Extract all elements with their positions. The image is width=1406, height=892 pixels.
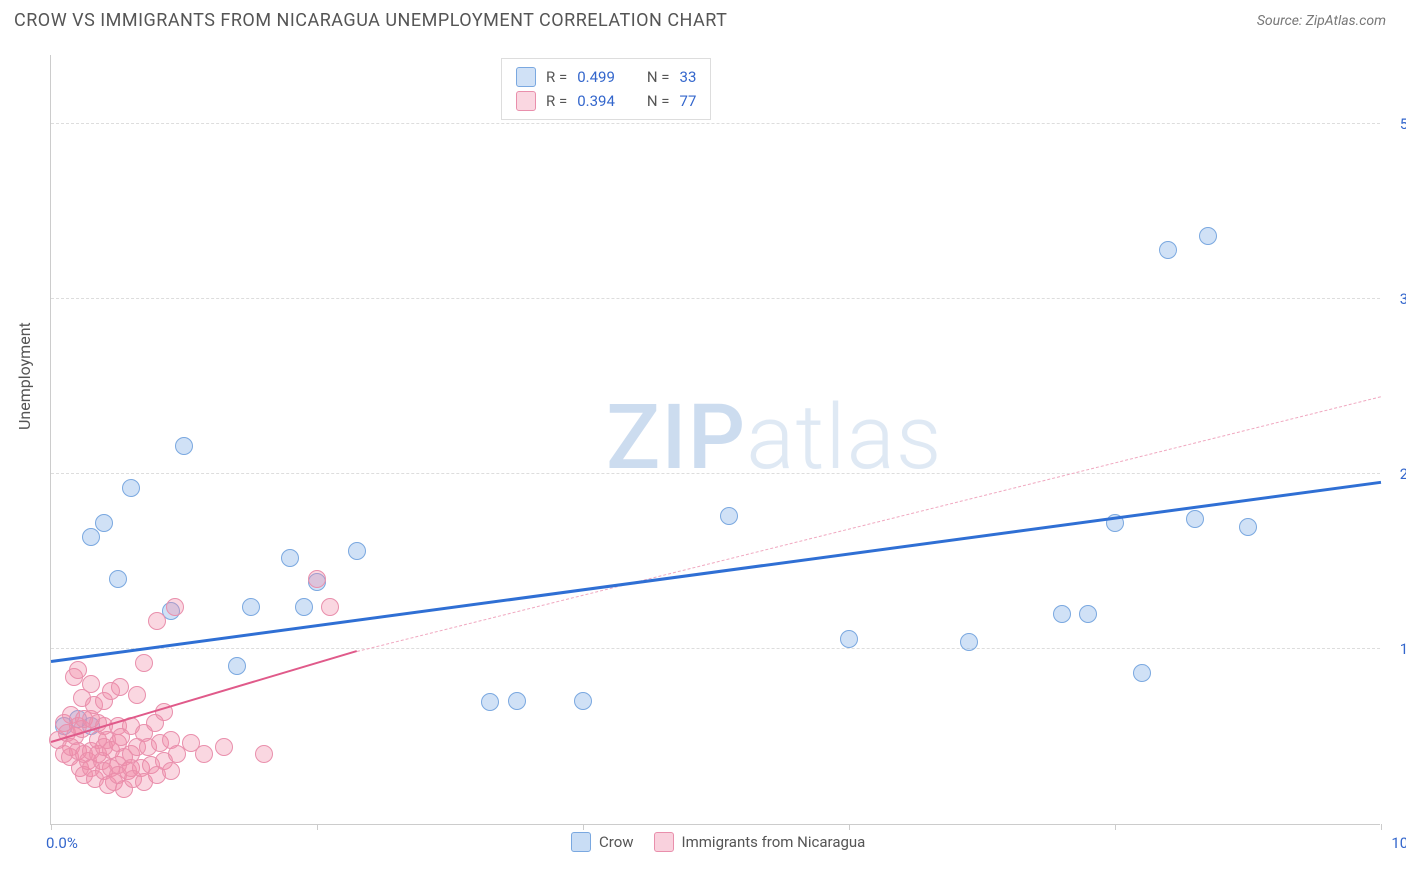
gridline	[51, 298, 1380, 299]
n-label: N =	[647, 68, 670, 86]
legend-swatch	[516, 91, 536, 111]
n-value: 77	[680, 92, 697, 110]
x-tick	[51, 824, 52, 830]
data-point	[1186, 510, 1204, 528]
y-tick-label: 50.0%	[1400, 115, 1406, 133]
data-point	[1199, 227, 1217, 245]
data-point	[348, 542, 366, 560]
data-point	[228, 657, 246, 675]
r-label: R =	[546, 92, 567, 110]
legend-item: Crow	[571, 832, 634, 852]
trend-line	[357, 396, 1381, 652]
r-label: R =	[546, 68, 567, 86]
data-point	[215, 738, 233, 756]
data-point	[1159, 241, 1177, 259]
data-point	[242, 598, 260, 616]
data-point	[82, 675, 100, 693]
data-point	[508, 692, 526, 710]
data-point	[195, 745, 213, 763]
data-point	[295, 598, 313, 616]
data-point	[1133, 664, 1151, 682]
data-point	[175, 437, 193, 455]
data-point	[128, 686, 146, 704]
x-tick	[583, 824, 584, 830]
data-point	[1053, 605, 1071, 623]
gridline	[51, 473, 1380, 474]
data-point	[109, 570, 127, 588]
scatter-chart: 12.5%25.0%37.5%50.0%0.0%100.0%ZIPatlasR …	[50, 55, 1380, 825]
watermark: ZIPatlas	[606, 385, 943, 490]
x-axis-min: 0.0%	[46, 834, 78, 852]
x-tick	[317, 824, 318, 830]
legend-swatch	[571, 832, 591, 852]
data-point	[1079, 605, 1097, 623]
data-point	[1239, 518, 1257, 536]
chart-header: CROW VS IMMIGRANTS FROM NICARAGUA UNEMPL…	[0, 0, 1406, 36]
legend-label: Crow	[599, 833, 634, 851]
data-point	[166, 598, 184, 616]
data-point	[308, 570, 326, 588]
data-point	[82, 528, 100, 546]
y-axis-label: Unemployment	[15, 322, 34, 430]
trend-line	[51, 481, 1381, 663]
legend-swatch	[516, 67, 536, 87]
series-legend: Crow Immigrants from Nicaragua	[571, 832, 865, 852]
n-value: 33	[680, 68, 697, 86]
data-point	[111, 678, 129, 696]
x-tick	[1381, 824, 1382, 830]
data-point	[574, 692, 592, 710]
data-point	[95, 514, 113, 532]
x-tick	[1115, 824, 1116, 830]
legend-label: Immigrants from Nicaragua	[682, 833, 866, 851]
n-label: N =	[647, 92, 670, 110]
legend-swatch	[654, 832, 674, 852]
chart-title: CROW VS IMMIGRANTS FROM NICARAGUA UNEMPL…	[14, 10, 727, 31]
correlation-legend: R = 0.499 N = 33 R = 0.394 N = 77	[501, 58, 711, 120]
gridline	[51, 648, 1380, 649]
legend-row: R = 0.394 N = 77	[516, 89, 696, 113]
data-point	[321, 598, 339, 616]
legend-row: R = 0.499 N = 33	[516, 65, 696, 89]
data-point	[481, 693, 499, 711]
x-tick	[849, 824, 850, 830]
data-point	[122, 479, 140, 497]
data-point	[148, 612, 166, 630]
legend-item: Immigrants from Nicaragua	[654, 832, 866, 852]
gridline	[51, 123, 1380, 124]
chart-source: Source: ZipAtlas.com	[1257, 13, 1386, 29]
r-value: 0.499	[577, 68, 615, 86]
data-point	[162, 762, 180, 780]
r-value: 0.394	[577, 92, 615, 110]
data-point	[720, 507, 738, 525]
y-tick-label: 25.0%	[1400, 465, 1406, 483]
data-point	[281, 549, 299, 567]
data-point	[840, 630, 858, 648]
x-axis-max: 100.0%	[1391, 834, 1406, 852]
data-point	[255, 745, 273, 763]
y-tick-label: 37.5%	[1400, 290, 1406, 308]
data-point	[135, 654, 153, 672]
data-point	[960, 633, 978, 651]
y-tick-label: 12.5%	[1400, 640, 1406, 658]
